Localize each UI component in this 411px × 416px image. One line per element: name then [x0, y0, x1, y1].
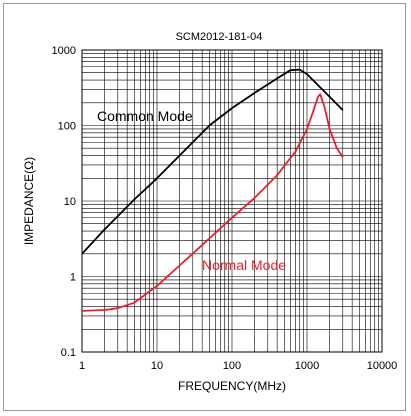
x-axis-label: FREQUENCY(MHz)	[178, 379, 286, 393]
y-tick-label: 0.1	[61, 347, 76, 359]
annotation-normal-mode: Normal Mode	[202, 257, 286, 273]
y-axis-label: IMPEDANCE(Ω)	[22, 157, 36, 245]
x-tick-label: 1000	[295, 360, 319, 372]
grid	[81, 50, 382, 353]
series-line-common-mode	[81, 68, 344, 255]
annotation-common-mode: Common Mode	[97, 108, 193, 124]
x-tick-label: 100	[223, 360, 241, 372]
y-tick-label: 100	[58, 121, 76, 133]
y-tick-label: 1	[70, 272, 76, 284]
series-layer	[81, 68, 344, 312]
x-tick-label: 1	[79, 360, 85, 372]
chart-frame	[3, 3, 406, 411]
plot-area-border	[81, 49, 383, 353]
x-tick-labels: 1 10 100 1000 10000	[79, 360, 397, 372]
y-tick-label: 1000	[52, 45, 76, 57]
x-tick-label: 10000	[367, 360, 398, 372]
x-tick-label: 10	[151, 360, 163, 372]
y-tick-labels: 0.1 1 10 100 1000	[52, 45, 76, 359]
y-tick-label: 10	[64, 196, 76, 208]
series-line-normal-mode	[81, 93, 344, 312]
chart-title: SCM2012-181-04	[176, 31, 263, 43]
